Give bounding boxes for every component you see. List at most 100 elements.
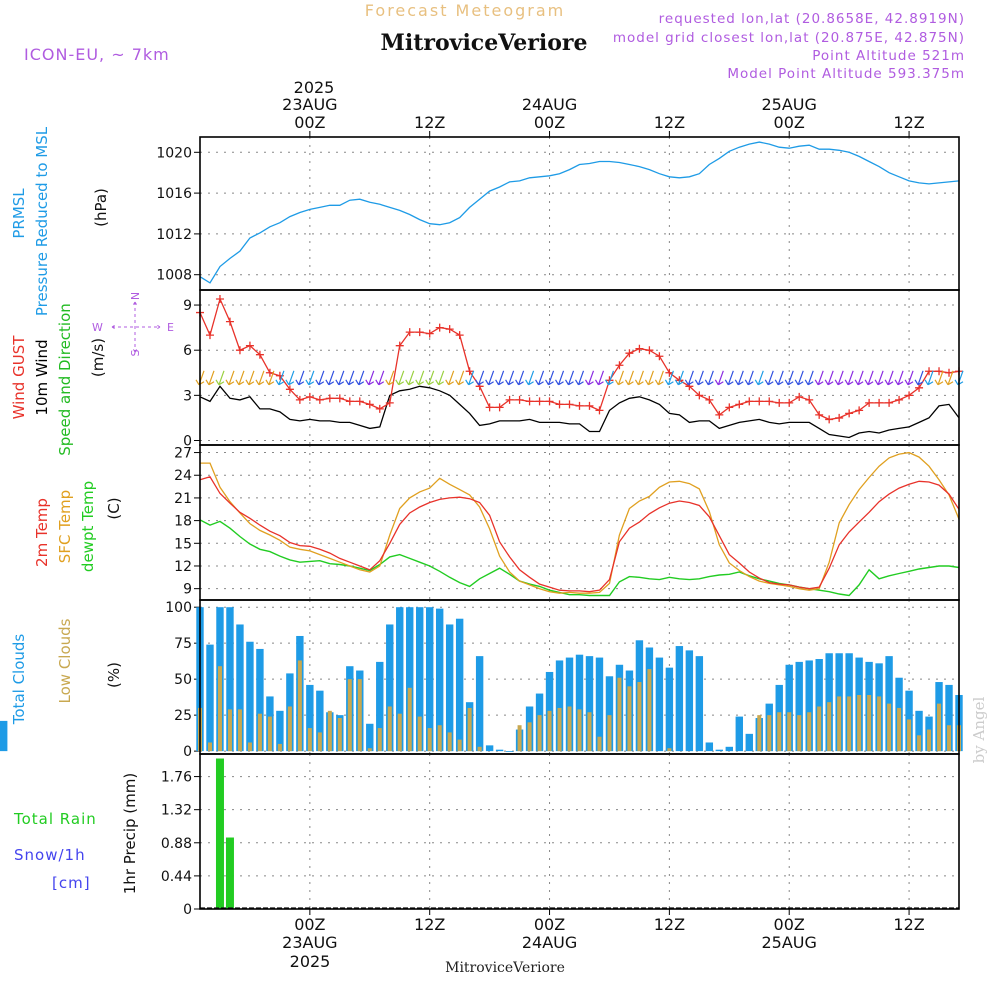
low-cloud-bar: [627, 686, 632, 752]
low-cloud-bar: [247, 742, 252, 752]
total-cloud-bar: [396, 607, 404, 752]
temp-2m-label: 2m Temp: [33, 498, 51, 567]
total-cloud-bar: [416, 607, 424, 752]
gust-marker: [205, 331, 214, 340]
low-cloud-bar: [317, 732, 322, 752]
total-cloud-bar: [685, 650, 694, 752]
dewpt-label: dewpt Temp: [79, 481, 97, 572]
total-cloud-bar: [745, 733, 753, 752]
wind-direction-arrow: [465, 370, 475, 386]
total-cloud-bar: [815, 659, 823, 752]
gust-marker: [525, 397, 534, 406]
bottom-date-label: 23AUG: [282, 933, 337, 952]
y-tick-label: 0: [183, 902, 192, 918]
gust-line: [199, 297, 960, 421]
wind-direction-arrow: [814, 370, 824, 386]
low-cloud-bar: [667, 748, 672, 752]
dewpt-line: [199, 519, 960, 597]
y-tick-label: 12: [174, 559, 192, 575]
low-cloud-bar: [877, 696, 882, 752]
wind-direction-arrow: [794, 370, 804, 386]
wind-direction-arrow: [525, 370, 535, 386]
total-cloud-bar: [665, 667, 674, 752]
gust-marker: [745, 397, 754, 406]
total-cloud-bar: [565, 657, 574, 752]
panel-frame: [199, 753, 960, 910]
y-tick-label: 100: [165, 600, 192, 616]
total-cloud-bar: [256, 648, 264, 752]
wind-direction-arrow: [564, 370, 575, 386]
total-cloud-bar: [406, 607, 414, 752]
wind-direction-arrow: [874, 370, 884, 386]
y-tick-label: 0.88: [161, 836, 192, 852]
y-tick-label: 1016: [156, 186, 192, 202]
gust-marker: [385, 398, 394, 407]
y-tick-label: 24: [174, 468, 192, 484]
bottom-time-label: 00Z: [534, 915, 565, 934]
gust-marker: [405, 328, 414, 337]
low-cloud-bar: [337, 718, 342, 752]
gust-marker: [925, 367, 934, 376]
low-cloud-bar: [477, 746, 482, 752]
top-time-label: 00Z: [774, 113, 805, 132]
pressure-label-1: PRMSL: [10, 188, 28, 239]
low-cloud-bar: [367, 748, 372, 752]
gust-marker: [645, 346, 654, 355]
gust-marker: [395, 341, 404, 350]
wind-direction-arrow: [674, 370, 684, 386]
low-cloud-bar: [837, 696, 842, 752]
total-cloud-bar: [366, 723, 374, 752]
gust-marker: [465, 367, 474, 376]
low-cloud-bar: [347, 679, 352, 752]
low-cloud-bar: [217, 666, 222, 752]
total-cloud-bar: [475, 656, 484, 752]
wind-direction-arrow: [505, 370, 515, 386]
top-date-label: 23AUG: [282, 95, 337, 114]
low-cloud-bar: [407, 687, 412, 752]
gust-marker: [455, 331, 464, 340]
wind-direction-arrow: [654, 370, 664, 386]
low-cloud-bar: [607, 715, 612, 752]
total-cloud-bar: [435, 608, 444, 752]
gust-marker: [755, 397, 764, 406]
top-date-label: 24AUG: [522, 95, 577, 114]
wind-direction-arrow: [664, 370, 674, 386]
total-cloud-bar: [0, 720, 8, 752]
panel-wind: 0 3 6 9 Wind GUST 10m Wind Speed and Direction…: [10, 289, 964, 456]
wind-direction-arrow: [694, 370, 704, 386]
gust-marker: [935, 367, 944, 376]
wind-direction-arrow: [535, 370, 545, 386]
y-tick-label: 9: [183, 298, 192, 314]
low-cloud-bar: [847, 696, 852, 752]
wind-direction-arrow: [485, 370, 495, 386]
gust-marker: [345, 397, 354, 406]
low-cloud-bar: [807, 712, 812, 752]
clouds-unit: (%): [105, 662, 123, 688]
wind-direction-arrow: [934, 370, 944, 386]
credit-watermark: by Angel: [970, 696, 988, 763]
wind-direction-arrow: [455, 370, 465, 386]
gust-marker: [885, 398, 894, 407]
wind-direction-arrow: [644, 370, 654, 386]
gust-marker: [575, 401, 584, 410]
wind-direction-arrow: [624, 370, 634, 386]
gust-marker: [285, 385, 294, 394]
low-cloud-bar: [637, 682, 642, 752]
low-cloud-bar: [927, 729, 932, 752]
gust-marker: [245, 341, 254, 350]
wind-label: 10m Wind: [33, 339, 51, 415]
wind-direction-arrow: [305, 370, 315, 386]
model-label: ICON-EU, ~ 7km: [24, 45, 170, 64]
wind-direction-arrow: [574, 370, 585, 386]
gust-marker: [915, 383, 924, 392]
low-cloud-bar: [937, 703, 942, 752]
top-time-label: 12Z: [414, 113, 445, 132]
low-cloud-bar: [777, 712, 782, 752]
low-cloud-bar: [947, 725, 952, 752]
wind-direction-arrow: [864, 370, 874, 386]
gust-marker: [725, 403, 734, 412]
wind-direction-arrow: [545, 370, 555, 386]
total-cloud-bar: [485, 745, 494, 752]
bottom-date-label: 25AUG: [762, 933, 817, 952]
